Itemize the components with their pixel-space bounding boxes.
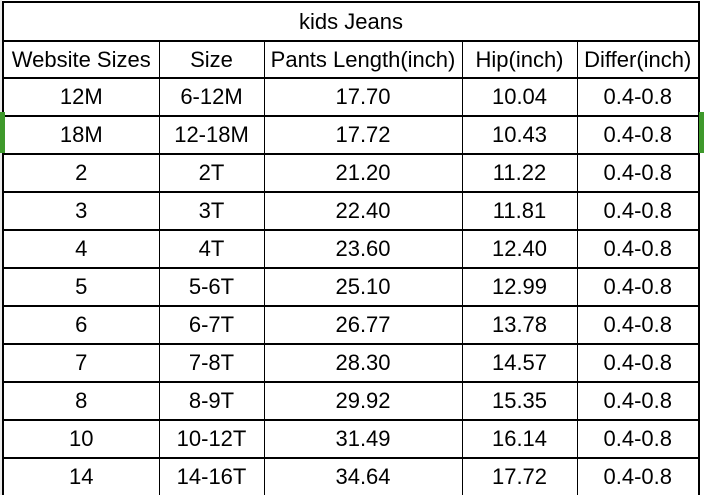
table-cell[interactable]: 5-6T xyxy=(158,267,265,307)
column-header[interactable]: Hip(inch) xyxy=(461,40,578,79)
table-cell[interactable]: 28.30 xyxy=(263,343,463,383)
table-header-row: Website Sizes Size Pants Length(inch) Hip(i… xyxy=(2,40,700,79)
table-cell[interactable]: 18M xyxy=(2,115,160,155)
table-cell[interactable]: 12.99 xyxy=(461,267,578,307)
table-cell[interactable]: 3 xyxy=(2,191,160,231)
table-title-row: kids Jeans xyxy=(1,1,701,42)
table-cell[interactable]: 14-16T xyxy=(158,457,265,495)
table-cell[interactable]: 10.04 xyxy=(461,77,578,117)
table-row: 5 5-6T 25.10 12.99 0.4-0.8 xyxy=(2,267,700,307)
table-row: 8 8-9T 29.92 15.35 0.4-0.8 xyxy=(2,381,700,421)
table-cell[interactable]: 31.49 xyxy=(263,419,463,459)
table-cell[interactable]: 12-18M xyxy=(158,115,265,155)
table-cell[interactable]: 23.60 xyxy=(263,229,463,269)
table-cell[interactable]: 2 xyxy=(2,153,160,193)
column-header[interactable]: Pants Length(inch) xyxy=(263,40,463,79)
table-cell[interactable]: 12M xyxy=(2,77,160,117)
table-cell[interactable]: 22.40 xyxy=(263,191,463,231)
table-cell[interactable]: 17.70 xyxy=(263,77,463,117)
table-cell[interactable]: 17.72 xyxy=(263,115,463,155)
table-cell[interactable]: 21.20 xyxy=(263,153,463,193)
table-cell[interactable]: 0.4-0.8 xyxy=(576,419,700,459)
table-row: 3 3T 22.40 11.81 0.4-0.8 xyxy=(2,191,700,231)
table-row-selected: 18M 12-18M 17.72 10.43 0.4-0.8 xyxy=(2,115,700,155)
table-cell[interactable]: 0.4-0.8 xyxy=(576,343,700,383)
table-cell[interactable]: 14 xyxy=(2,457,160,495)
table-cell[interactable]: 0.4-0.8 xyxy=(576,229,700,269)
table-cell[interactable]: 6-12M xyxy=(158,77,265,117)
table-cell[interactable]: 4T xyxy=(158,229,265,269)
table-row: 14 14-16T 34.64 17.72 0.4-0.8 xyxy=(2,457,700,495)
table-row: 10 10-12T 31.49 16.14 0.4-0.8 xyxy=(2,419,700,459)
table-cell[interactable]: 0.4-0.8 xyxy=(576,457,700,495)
table-cell[interactable]: 15.35 xyxy=(461,381,578,421)
table-cell[interactable]: 11.81 xyxy=(461,191,578,231)
table-cell[interactable]: 34.64 xyxy=(263,457,463,495)
table-row: 7 7-8T 28.30 14.57 0.4-0.8 xyxy=(2,343,700,383)
table-cell[interactable]: 7 xyxy=(2,343,160,383)
table-cell[interactable]: 14.57 xyxy=(461,343,578,383)
table-cell[interactable]: 0.4-0.8 xyxy=(576,381,700,421)
table-cell[interactable]: 0.4-0.8 xyxy=(576,191,700,231)
selection-indicator-left xyxy=(0,112,5,153)
column-header[interactable]: Size xyxy=(158,40,265,79)
selection-indicator-right xyxy=(699,112,704,153)
table-cell[interactable]: 25.10 xyxy=(263,267,463,307)
table-cell[interactable]: 8 xyxy=(2,381,160,421)
table-cell[interactable]: 29.92 xyxy=(263,381,463,421)
table-cell[interactable]: 6-7T xyxy=(158,305,265,345)
column-header[interactable]: Website Sizes xyxy=(2,40,160,79)
table-cell[interactable]: 10.43 xyxy=(461,115,578,155)
table-cell[interactable]: 8-9T xyxy=(158,381,265,421)
sheet-edge-strip xyxy=(0,0,2,495)
table-row: 4 4T 23.60 12.40 0.4-0.8 xyxy=(2,229,700,269)
table-cell[interactable]: 10-12T xyxy=(158,419,265,459)
table-row: 12M 6-12M 17.70 10.04 0.4-0.8 xyxy=(2,77,700,117)
table-cell[interactable]: 17.72 xyxy=(461,457,578,495)
table-cell[interactable]: 4 xyxy=(2,229,160,269)
column-header[interactable]: Differ(inch) xyxy=(576,40,700,79)
table-cell[interactable]: 11.22 xyxy=(461,153,578,193)
table-cell[interactable]: 6 xyxy=(2,305,160,345)
table-cell[interactable]: 0.4-0.8 xyxy=(576,115,700,155)
table-cell[interactable]: 0.4-0.8 xyxy=(576,305,700,345)
table-cell[interactable]: 0.4-0.8 xyxy=(576,153,700,193)
table-title[interactable]: kids Jeans xyxy=(1,1,701,42)
table-cell[interactable]: 26.77 xyxy=(263,305,463,345)
table-row: 6 6-7T 26.77 13.78 0.4-0.8 xyxy=(2,305,700,345)
table-cell[interactable]: 12.40 xyxy=(461,229,578,269)
table-row: 2 2T 21.20 11.22 0.4-0.8 xyxy=(2,153,700,193)
table-cell[interactable]: 13.78 xyxy=(461,305,578,345)
table-cell[interactable]: 10 xyxy=(2,419,160,459)
table-cell[interactable]: 0.4-0.8 xyxy=(576,77,700,117)
table-cell[interactable]: 5 xyxy=(2,267,160,307)
table-cell[interactable]: 3T xyxy=(158,191,265,231)
table-cell[interactable]: 16.14 xyxy=(461,419,578,459)
table-cell[interactable]: 2T xyxy=(158,153,265,193)
table-cell[interactable]: 0.4-0.8 xyxy=(576,267,700,307)
table-cell[interactable]: 7-8T xyxy=(158,343,265,383)
